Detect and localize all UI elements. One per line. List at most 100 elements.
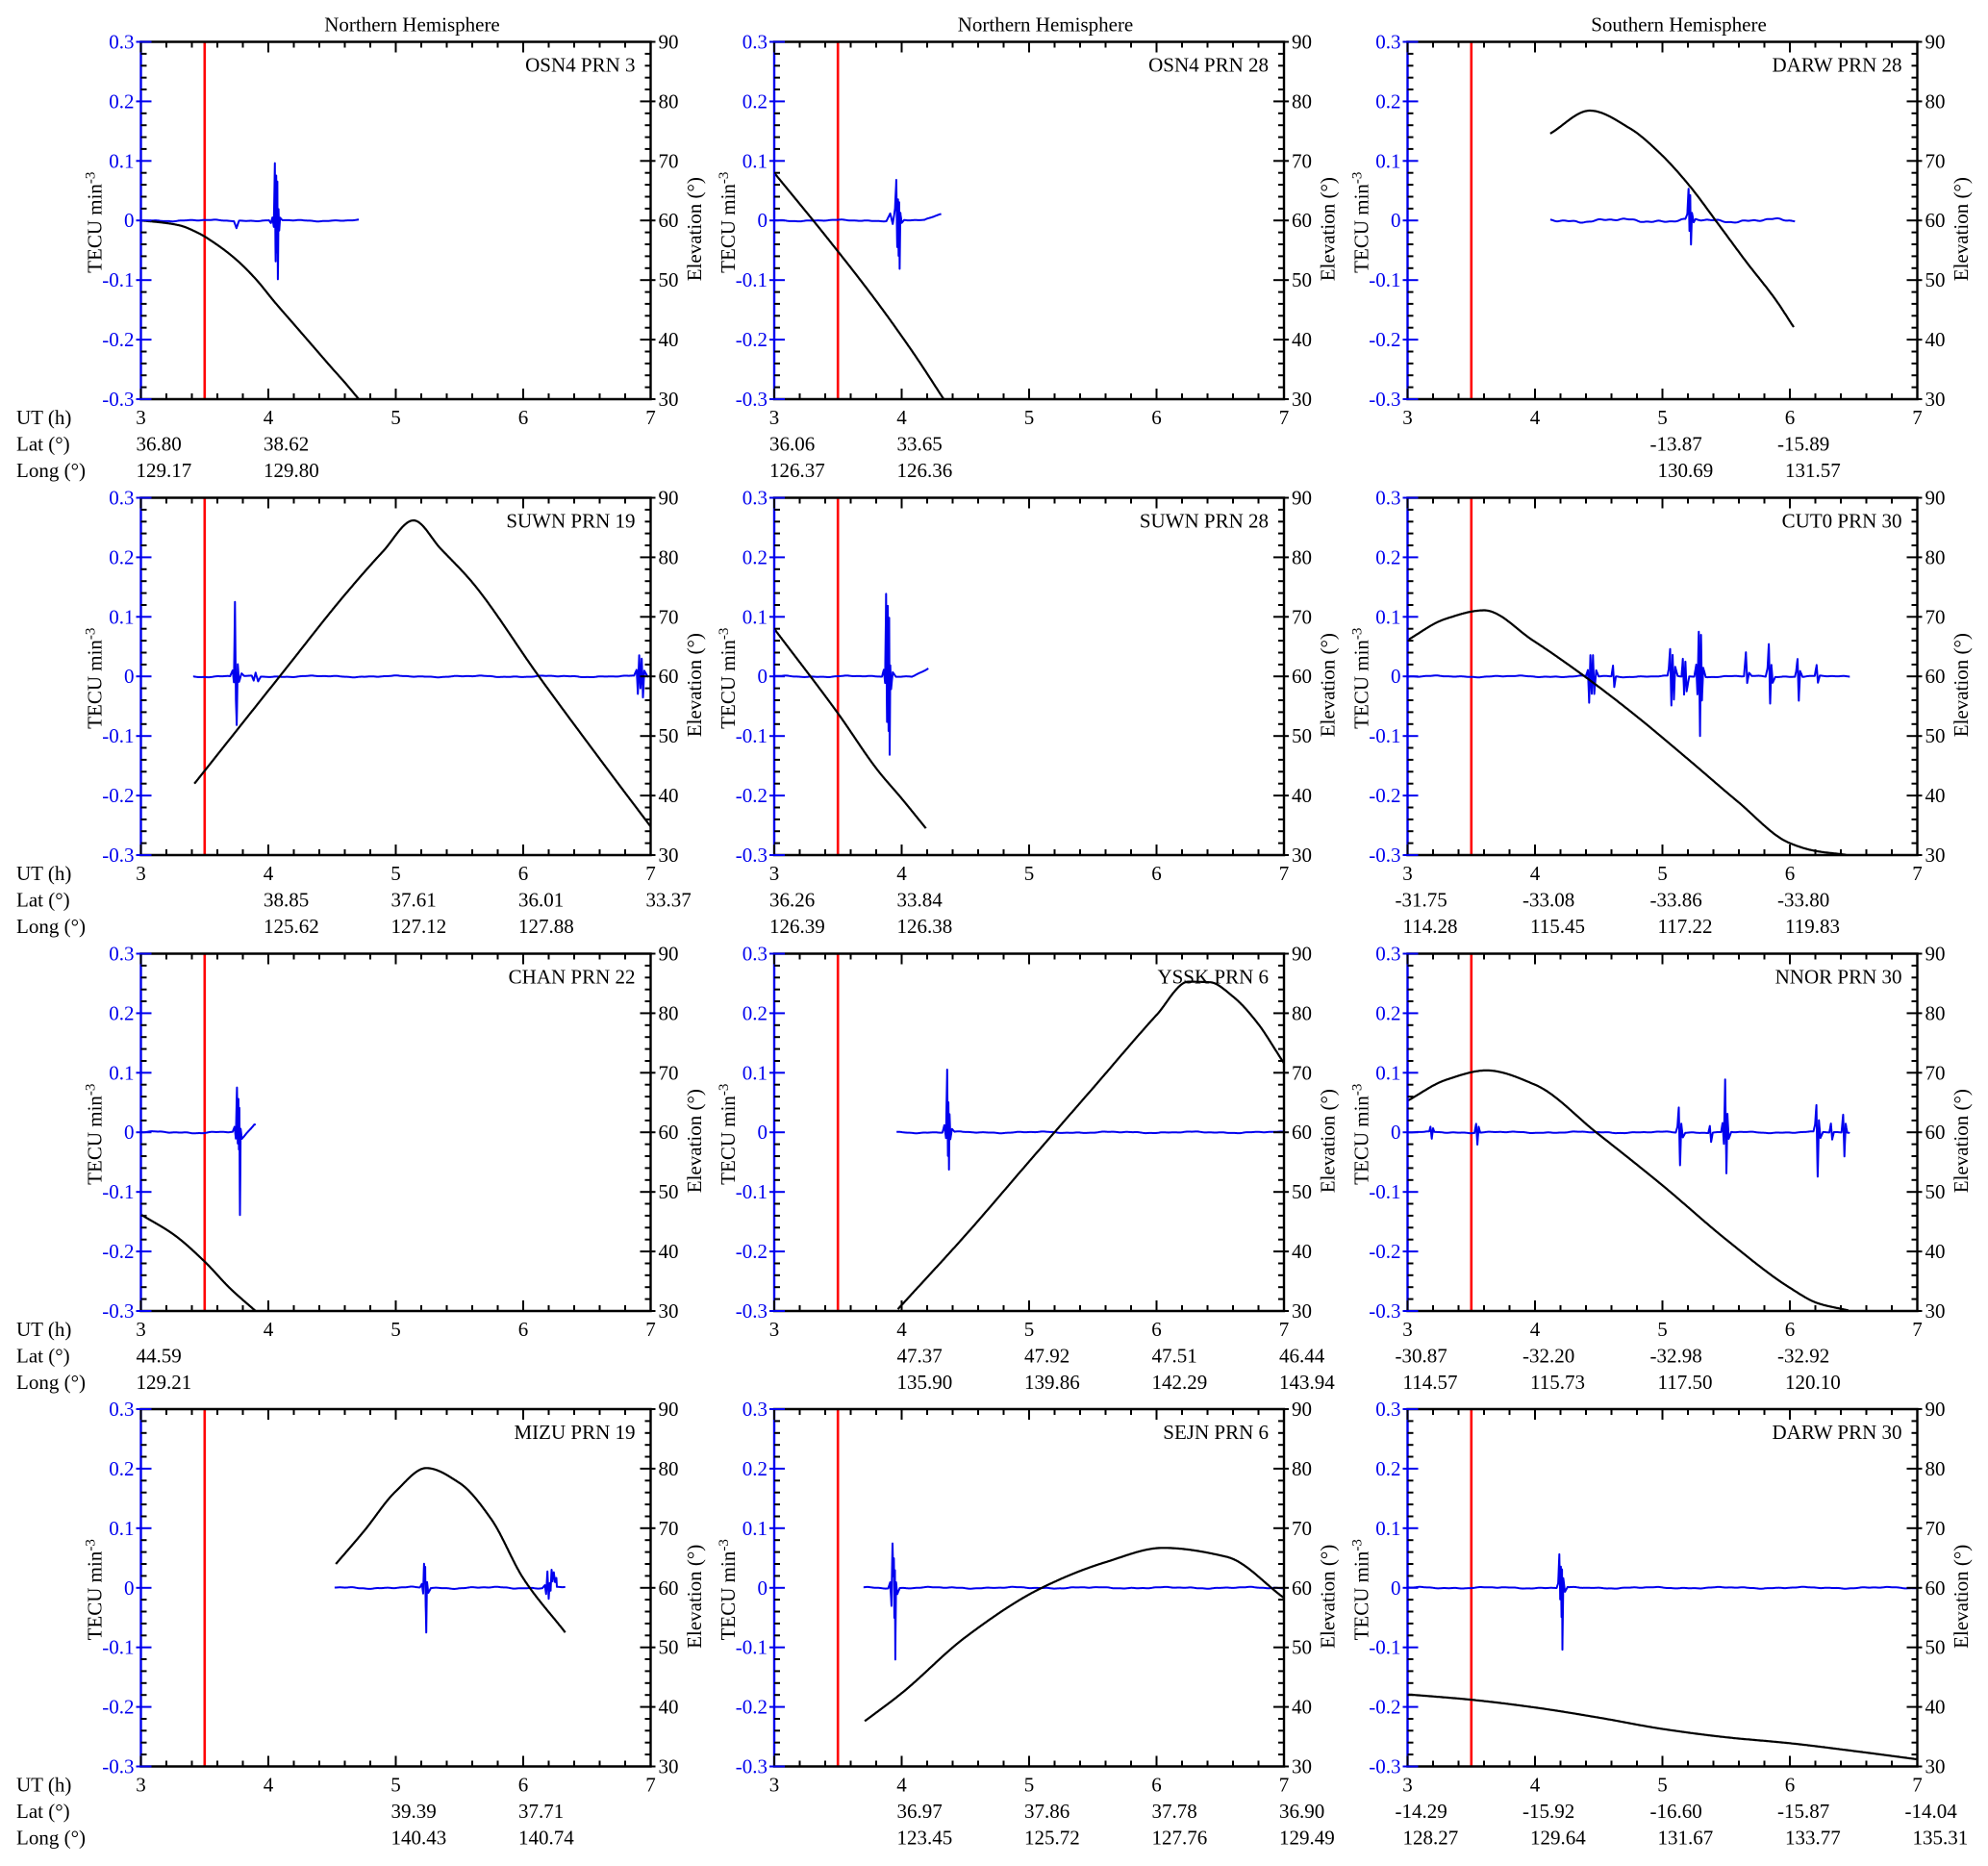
- svg-text:Elevation (°): Elevation (°): [1950, 177, 1973, 281]
- svg-text:TECU min-3: TECU min-3: [717, 172, 740, 273]
- svg-text:117.50: 117.50: [1658, 1371, 1713, 1394]
- svg-text:142.29: 142.29: [1152, 1371, 1208, 1394]
- svg-text:114.57: 114.57: [1403, 1371, 1458, 1394]
- svg-text:-0.3: -0.3: [1369, 844, 1400, 867]
- svg-text:115.45: 115.45: [1530, 915, 1585, 938]
- svg-text:129.49: 129.49: [1279, 1827, 1335, 1850]
- svg-text:127.88: 127.88: [518, 915, 574, 938]
- svg-text:-0.3: -0.3: [102, 388, 134, 411]
- svg-text:129.80: 129.80: [264, 459, 319, 482]
- svg-text:70: 70: [659, 605, 679, 628]
- svg-text:UT (h): UT (h): [16, 862, 71, 885]
- svg-text:0.2: 0.2: [109, 545, 134, 568]
- svg-text:80: 80: [659, 545, 679, 568]
- svg-text:-16.60: -16.60: [1650, 1800, 1702, 1823]
- svg-text:36.06: 36.06: [769, 433, 815, 456]
- svg-text:30: 30: [1292, 844, 1312, 867]
- svg-text:40: 40: [1292, 784, 1312, 807]
- svg-text:CHAN PRN 22: CHAN PRN 22: [509, 966, 636, 989]
- svg-text:7: 7: [1912, 862, 1923, 885]
- svg-text:0.3: 0.3: [109, 1398, 134, 1421]
- svg-text:4: 4: [896, 1774, 907, 1797]
- svg-text:50: 50: [659, 1636, 679, 1659]
- svg-text:3: 3: [1402, 1774, 1413, 1797]
- svg-text:44.59: 44.59: [137, 1345, 182, 1368]
- svg-text:135.90: 135.90: [897, 1371, 953, 1394]
- svg-text:TECU min-3: TECU min-3: [84, 172, 107, 273]
- svg-text:YSSK PRN 6: YSSK PRN 6: [1157, 966, 1269, 989]
- svg-text:70: 70: [1292, 1517, 1312, 1540]
- svg-text:38.85: 38.85: [264, 889, 309, 912]
- svg-text:50: 50: [1292, 1180, 1312, 1203]
- svg-text:-0.2: -0.2: [736, 784, 768, 807]
- svg-text:3: 3: [1402, 862, 1413, 885]
- svg-text:-0.3: -0.3: [102, 844, 134, 867]
- svg-text:40: 40: [1925, 784, 1946, 807]
- svg-text:0.2: 0.2: [1375, 89, 1400, 113]
- svg-text:DARW PRN 28: DARW PRN 28: [1773, 54, 1902, 77]
- svg-text:0.1: 0.1: [742, 605, 768, 628]
- svg-text:-0.3: -0.3: [736, 844, 768, 867]
- svg-text:-0.3: -0.3: [102, 1755, 134, 1778]
- svg-text:80: 80: [1292, 1457, 1312, 1480]
- svg-text:60: 60: [659, 665, 679, 688]
- svg-text:39.39: 39.39: [391, 1800, 437, 1823]
- svg-text:36.26: 36.26: [769, 889, 815, 912]
- svg-text:60: 60: [1292, 665, 1312, 688]
- svg-text:7: 7: [1279, 1774, 1290, 1797]
- svg-text:36.80: 36.80: [137, 433, 182, 456]
- svg-text:90: 90: [659, 31, 679, 54]
- svg-text:6: 6: [518, 406, 529, 429]
- svg-text:TECU min-3: TECU min-3: [1350, 172, 1373, 273]
- svg-text:47.51: 47.51: [1152, 1345, 1197, 1368]
- svg-text:7: 7: [645, 1774, 656, 1797]
- svg-text:UT (h): UT (h): [16, 1318, 71, 1341]
- svg-text:SUWN PRN 28: SUWN PRN 28: [1140, 510, 1269, 533]
- svg-text:36.01: 36.01: [518, 889, 564, 912]
- svg-text:6: 6: [1785, 862, 1796, 885]
- svg-text:33.37: 33.37: [646, 889, 692, 912]
- svg-text:3: 3: [769, 1318, 780, 1341]
- svg-text:0.1: 0.1: [109, 1517, 134, 1540]
- svg-text:38.62: 38.62: [264, 433, 309, 456]
- svg-text:127.76: 127.76: [1152, 1827, 1208, 1850]
- svg-text:3: 3: [136, 406, 146, 429]
- svg-text:0.1: 0.1: [742, 1517, 768, 1540]
- svg-text:40: 40: [659, 784, 679, 807]
- svg-text:TECU min-3: TECU min-3: [84, 1084, 107, 1185]
- svg-text:0: 0: [124, 1576, 135, 1600]
- svg-text:6: 6: [518, 1774, 529, 1797]
- svg-text:6: 6: [1785, 1318, 1796, 1341]
- svg-text:0.1: 0.1: [109, 1061, 134, 1084]
- svg-text:-14.04: -14.04: [1905, 1800, 1958, 1823]
- svg-text:6: 6: [518, 1318, 529, 1341]
- svg-text:30: 30: [659, 388, 679, 411]
- svg-text:30: 30: [659, 1755, 679, 1778]
- svg-text:0: 0: [124, 665, 135, 688]
- svg-text:125.62: 125.62: [264, 915, 319, 938]
- svg-text:Elevation (°): Elevation (°): [683, 633, 706, 737]
- svg-text:-32.98: -32.98: [1650, 1345, 1702, 1368]
- svg-text:CUT0 PRN 30: CUT0 PRN 30: [1782, 510, 1902, 533]
- svg-text:5: 5: [1657, 1774, 1668, 1797]
- svg-text:40: 40: [1292, 1240, 1312, 1263]
- svg-text:130.69: 130.69: [1658, 459, 1714, 482]
- svg-text:0.3: 0.3: [1375, 1398, 1400, 1421]
- svg-text:-0.2: -0.2: [1369, 784, 1400, 807]
- svg-text:131.67: 131.67: [1658, 1827, 1714, 1850]
- svg-text:140.43: 140.43: [391, 1827, 447, 1850]
- svg-text:0: 0: [758, 1576, 768, 1600]
- svg-text:-14.29: -14.29: [1396, 1800, 1447, 1823]
- svg-text:-13.87: -13.87: [1650, 433, 1702, 456]
- svg-text:70: 70: [1925, 149, 1946, 172]
- svg-text:60: 60: [1925, 1121, 1946, 1144]
- svg-text:47.92: 47.92: [1024, 1345, 1069, 1368]
- svg-text:4: 4: [1530, 1774, 1541, 1797]
- svg-text:0.3: 0.3: [742, 943, 768, 966]
- svg-text:129.21: 129.21: [137, 1371, 192, 1394]
- svg-text:70: 70: [1925, 1517, 1946, 1540]
- svg-text:50: 50: [659, 268, 679, 291]
- svg-text:30: 30: [659, 1299, 679, 1323]
- svg-text:Elevation (°): Elevation (°): [683, 177, 706, 281]
- svg-text:-15.87: -15.87: [1777, 1800, 1829, 1823]
